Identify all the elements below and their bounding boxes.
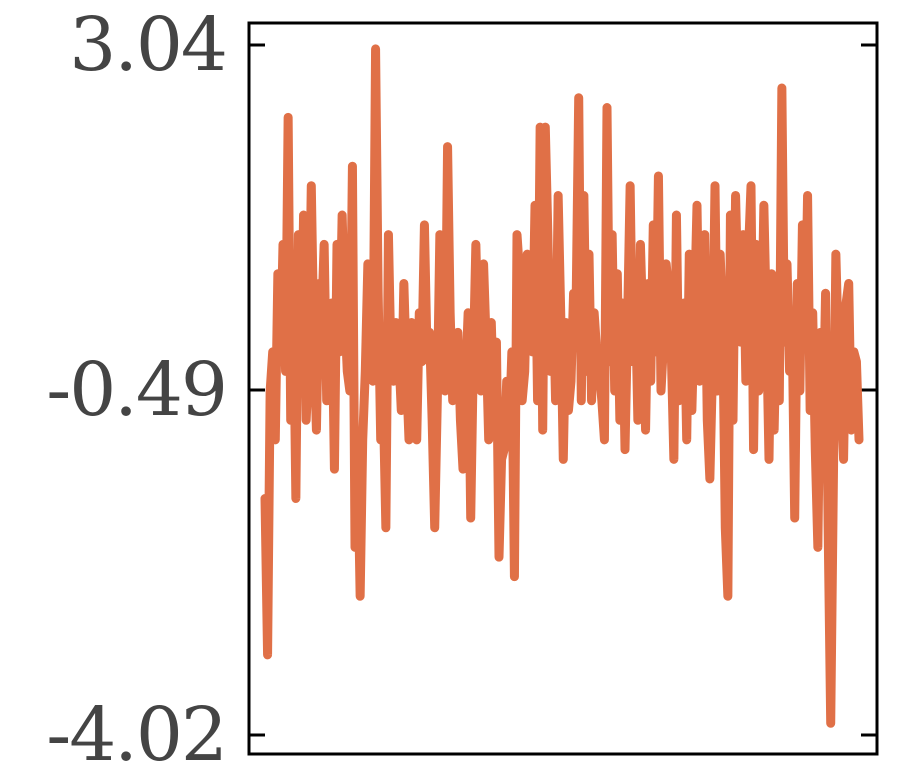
y-tick-label-0: 3.04 [69, 2, 226, 88]
y-tick-labels: 3.04 -0.49 -4.02 [46, 2, 228, 778]
series-line-0 [260, 44, 864, 728]
series-layer [260, 44, 864, 728]
y-tick-label-1: -0.49 [46, 347, 226, 433]
y-ticks [249, 43, 877, 737]
y-tick-label-2: -4.02 [46, 692, 226, 778]
